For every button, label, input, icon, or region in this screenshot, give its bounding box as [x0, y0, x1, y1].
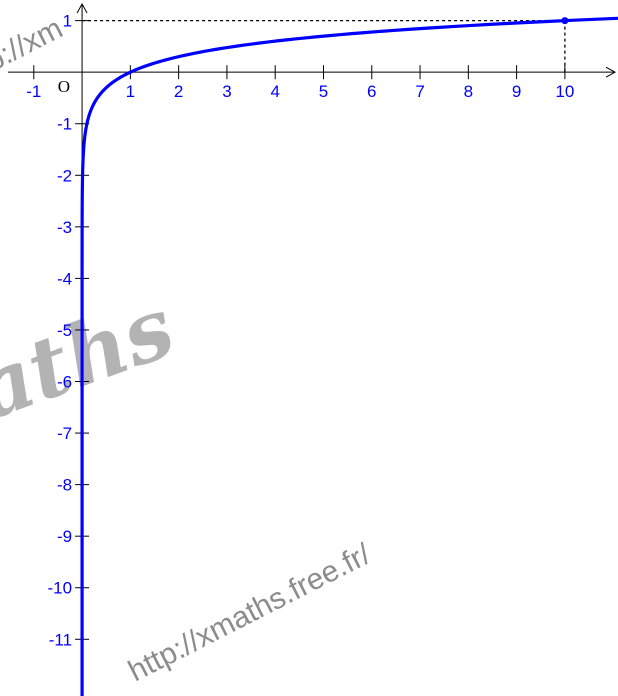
- dashed-guides: [82, 19, 566, 73]
- x-tick-label: 9: [512, 82, 521, 101]
- y-tick-label: -2: [57, 166, 72, 185]
- point-layer: [561, 17, 569, 25]
- x-tick-label: 4: [270, 82, 279, 101]
- marked-point: [561, 17, 569, 25]
- log10-curve: [80, 16, 618, 696]
- y-tick-label: -9: [57, 527, 72, 546]
- x-tick-label: 3: [222, 82, 231, 101]
- y-tick-label: -7: [57, 424, 72, 443]
- curve-layer: [80, 16, 618, 696]
- watermark-script: aths: [0, 277, 186, 439]
- x-tick-label: 6: [367, 82, 376, 101]
- x-tick-label: 8: [464, 82, 473, 101]
- y-tick-label: -5: [57, 321, 72, 340]
- y-tick-label: -1: [57, 115, 72, 134]
- x-tick-label: 2: [174, 82, 183, 101]
- origin-label: O: [58, 77, 70, 96]
- x-axis-ticks: -1 1 2 3 4 5 6 7 8 9 10: [26, 65, 574, 101]
- x-tick-label: 7: [415, 82, 424, 101]
- y-tick-label: -6: [57, 373, 72, 392]
- y-axis-ticks: 1 -1 -2 -3 -4 -5 -6 -7 -8 -9 -10 -11: [48, 12, 90, 649]
- watermark-url: http://xmaths.free.fr/: [123, 537, 376, 688]
- y-tick-label: -10: [48, 579, 73, 598]
- y-tick-label: -3: [57, 218, 72, 237]
- x-axis-arrow: [605, 66, 617, 78]
- x-tick-label: -1: [26, 82, 41, 101]
- y-tick-label: 1: [63, 12, 72, 31]
- y-tick-label: -11: [49, 630, 72, 649]
- x-tick-label: 1: [126, 82, 135, 101]
- y-tick-label: -4: [57, 269, 72, 288]
- x-tick-label: 10: [555, 82, 574, 101]
- y-tick-label: -8: [57, 476, 72, 495]
- y-axis-arrow: [76, 2, 88, 14]
- x-tick-label: 5: [319, 82, 328, 101]
